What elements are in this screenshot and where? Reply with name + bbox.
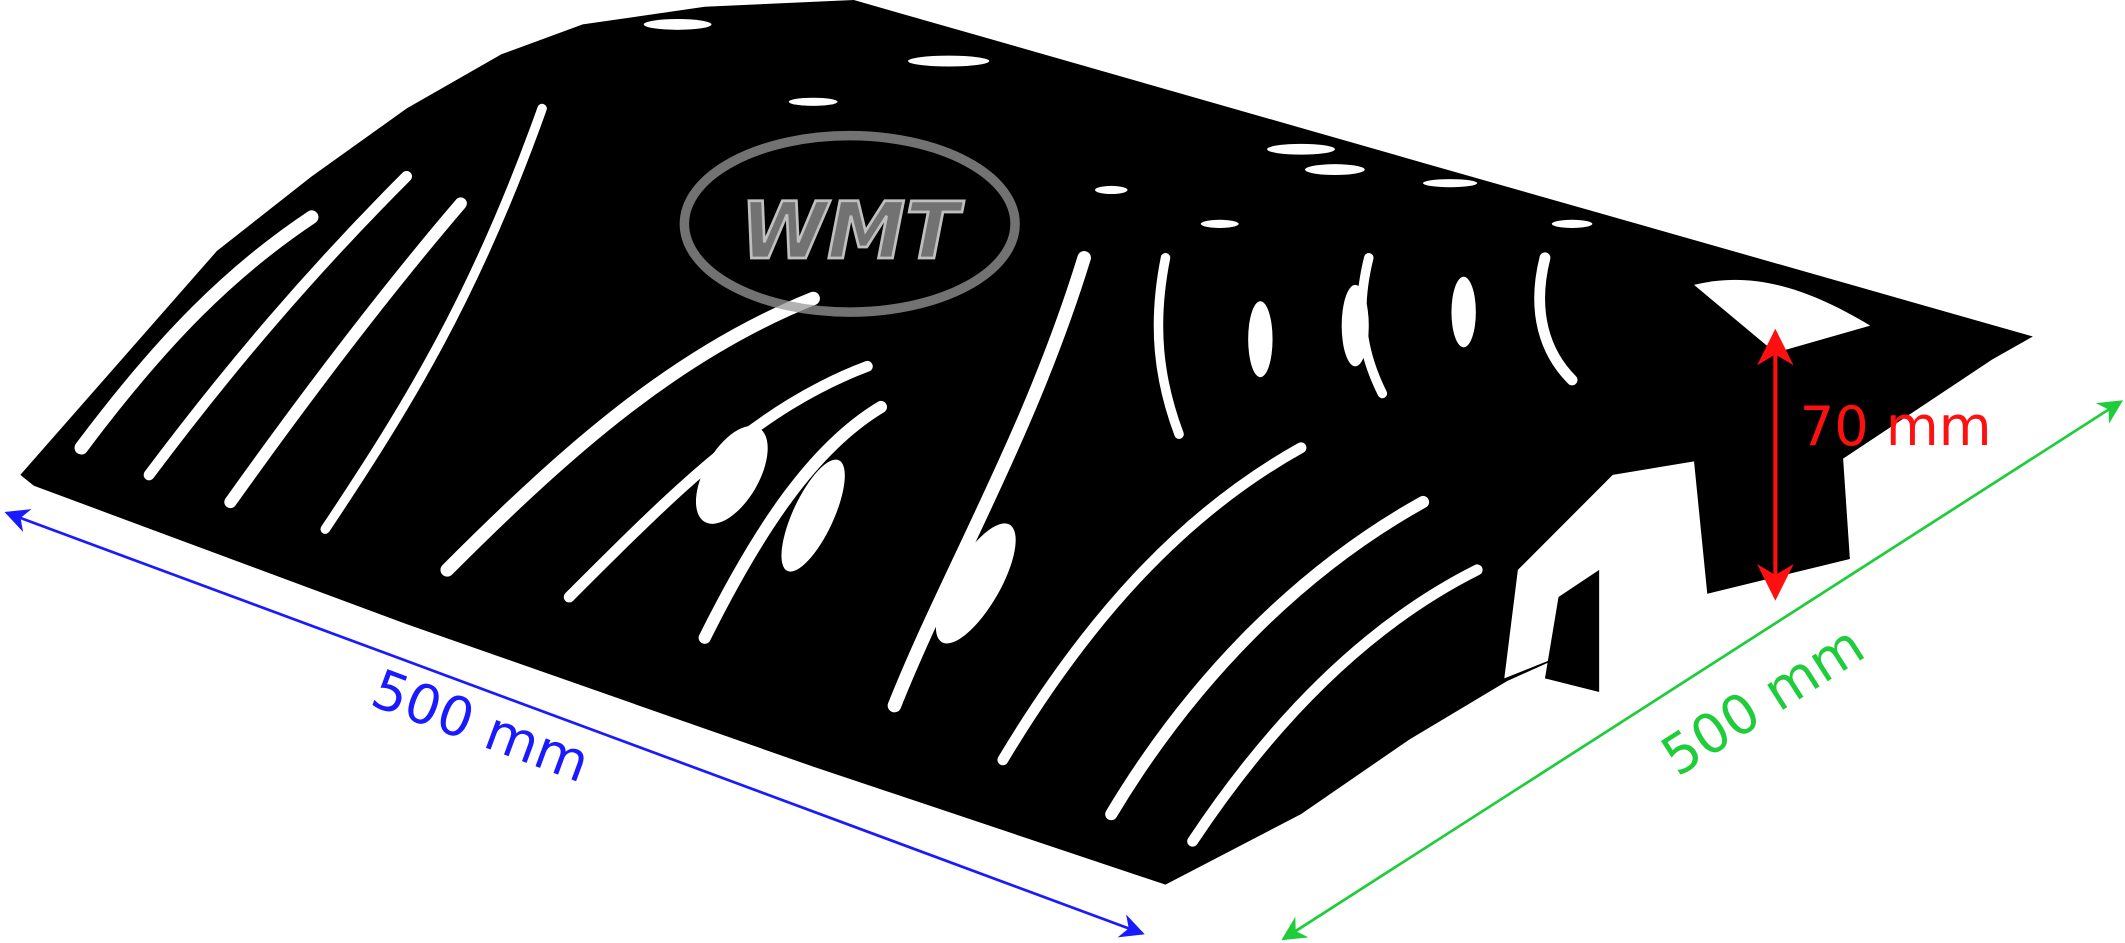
logo: WMT bbox=[679, 130, 1020, 317]
dimension-arrow bbox=[1281, 400, 2123, 941]
dimension-arrow bbox=[4, 509, 1145, 938]
logo-ring bbox=[679, 130, 1020, 317]
height-dimension: 70 mm bbox=[1757, 328, 1992, 601]
dimension-label: 500 mm bbox=[1650, 613, 1875, 788]
dimension-label: 70 mm bbox=[1800, 395, 1992, 458]
logo-text: WMT bbox=[740, 185, 964, 277]
